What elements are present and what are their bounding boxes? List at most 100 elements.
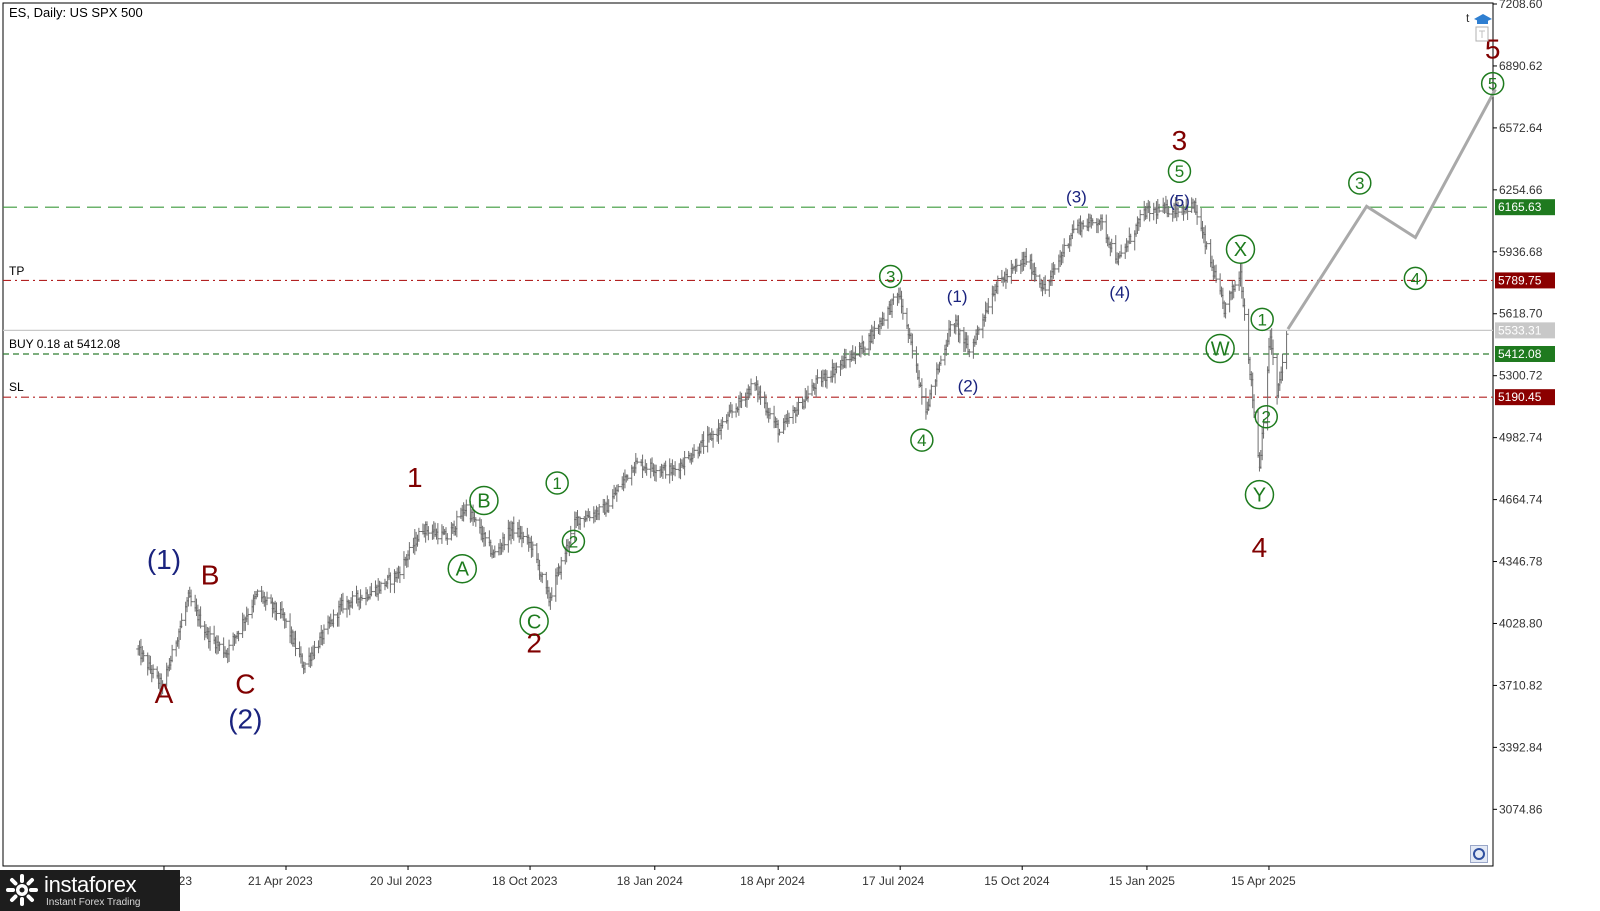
x-tick-label: 20 Jul 2023 bbox=[370, 874, 432, 888]
wave-label-text: 3 bbox=[1172, 125, 1188, 156]
wave-label-text: (3) bbox=[1066, 188, 1087, 207]
ohlc-bar bbox=[891, 293, 896, 305]
x-tick-label: 21 Apr 2023 bbox=[248, 874, 313, 888]
wave-circle bbox=[1254, 404, 1278, 429]
ohlc-bar bbox=[274, 602, 279, 621]
ohlc-bar bbox=[284, 618, 288, 628]
wave-label-text: (4) bbox=[1109, 283, 1130, 302]
wave-label: (1) bbox=[147, 544, 181, 575]
price-badge-sl bbox=[1495, 389, 1555, 406]
wave-circle bbox=[1167, 159, 1192, 184]
ohlc-bar bbox=[559, 556, 564, 580]
price-badge-text-sl: 5190.45 bbox=[1498, 390, 1542, 404]
instaforex-logo: instaforex Instant Forex Trading bbox=[0, 870, 180, 911]
ohlc-bar bbox=[967, 348, 972, 358]
ohlc-bar bbox=[1233, 280, 1238, 292]
projection-path bbox=[1286, 88, 1497, 330]
wave-label: 1 bbox=[545, 471, 569, 495]
ohlc-bar bbox=[654, 464, 659, 482]
wave-label-text: (2) bbox=[228, 704, 262, 735]
ohlc-bar bbox=[198, 606, 203, 629]
wave-label: B bbox=[201, 559, 220, 590]
trade-hat-icon[interactable]: t bbox=[1466, 10, 1494, 44]
wave-label-text: 5 bbox=[1485, 33, 1501, 64]
y-tick-label: 3392.84 bbox=[1499, 740, 1543, 754]
wave-label: 1 bbox=[407, 462, 423, 493]
ohlc-bar bbox=[1157, 203, 1162, 213]
y-tick-label: 6572.64 bbox=[1499, 121, 1543, 135]
ohlc-bar bbox=[521, 531, 526, 544]
price-badge-text-target: 6165.63 bbox=[1498, 200, 1542, 214]
ohlc-bar bbox=[872, 320, 877, 340]
ohlc-bar bbox=[1166, 206, 1171, 218]
y-tick-label: 4028.80 bbox=[1499, 616, 1543, 630]
ohlc-bar bbox=[995, 275, 1000, 295]
price-badge-current bbox=[1495, 322, 1555, 339]
ohlc-bar bbox=[426, 526, 431, 541]
ohlc-bar bbox=[938, 355, 943, 366]
ohlc-bar bbox=[369, 582, 374, 597]
ohlc-bar bbox=[217, 641, 222, 652]
wave-label: (2) bbox=[958, 377, 979, 396]
sl-label: SL bbox=[9, 380, 24, 394]
wave-label-text: 3 bbox=[1355, 174, 1364, 193]
ohlc-bar bbox=[1043, 275, 1048, 295]
price-badge-text-current: 5533.31 bbox=[1498, 323, 1542, 337]
ohlc-bar bbox=[1071, 220, 1076, 234]
logo-tagline: Instant Forex Trading bbox=[46, 897, 141, 908]
ohlc-bar bbox=[483, 531, 488, 547]
wave-label: C bbox=[519, 606, 549, 637]
ohlc-bar bbox=[388, 572, 393, 593]
ohlc-bar bbox=[1014, 258, 1019, 272]
ohlc-bar bbox=[208, 626, 213, 651]
x-tick-label: 18 Jan 2024 bbox=[617, 874, 683, 888]
ohlc-bar bbox=[587, 510, 592, 522]
wave-label: 1 bbox=[1250, 307, 1274, 332]
ohlc-bar bbox=[502, 533, 507, 551]
chart-title: ES, Daily: US SPX 500 bbox=[9, 5, 143, 20]
wave-label: 2 bbox=[1254, 404, 1278, 429]
ohlc-bar bbox=[976, 326, 981, 335]
x-tick-label: 15 Jan 2025 bbox=[1109, 874, 1175, 888]
ohlc-bar bbox=[265, 591, 270, 606]
ohlc-bar bbox=[454, 510, 459, 538]
wave-label: 3 bbox=[1172, 125, 1188, 156]
x-tick-label: 15 Oct 2024 bbox=[984, 874, 1050, 888]
y-tick-label: 6254.66 bbox=[1499, 183, 1543, 197]
price-badge-target bbox=[1495, 199, 1555, 216]
wave-circle bbox=[545, 471, 569, 495]
ohlc-bar bbox=[1256, 409, 1261, 458]
ohlc-bar bbox=[435, 523, 440, 545]
ohlc-bar bbox=[530, 541, 535, 557]
ohlc-bar bbox=[1109, 238, 1114, 253]
wave-labels: (1)ABC(2)1ABC21234(1)(2)(3)(4)(5)53XW12Y… bbox=[147, 33, 1505, 735]
wave-label: W bbox=[1205, 333, 1235, 364]
ohlc-bar bbox=[1204, 241, 1209, 250]
ohlc-bar bbox=[701, 431, 706, 454]
ohlc-bar bbox=[606, 499, 611, 513]
ohlc-bar bbox=[568, 525, 573, 548]
ohlc-bars bbox=[136, 195, 1289, 697]
wave-label-text: (1) bbox=[147, 544, 181, 575]
ohlc-bar bbox=[189, 589, 194, 607]
ohlc-bar bbox=[1062, 238, 1067, 258]
wave-label: 3 bbox=[1348, 171, 1372, 195]
ohlc-bar bbox=[473, 517, 478, 527]
wave-circle bbox=[910, 428, 934, 452]
ohlc-bar bbox=[919, 378, 924, 405]
ohlc-bar bbox=[340, 592, 345, 614]
ohlc-bar bbox=[900, 298, 905, 320]
wave-circle bbox=[469, 485, 499, 516]
ohlc-bar bbox=[170, 644, 175, 663]
wave-label-text: C bbox=[527, 611, 541, 633]
ohlc-bar bbox=[834, 362, 839, 374]
ohlc-bar bbox=[1176, 201, 1181, 218]
wave-label: C bbox=[235, 668, 255, 699]
price-badge-text-tp: 5789.75 bbox=[1498, 273, 1542, 287]
ohlc-bar bbox=[815, 369, 820, 384]
chart-frame bbox=[2, 2, 1494, 867]
ohlc-bar bbox=[929, 384, 934, 400]
auto-scroll-icon[interactable] bbox=[1470, 845, 1488, 863]
